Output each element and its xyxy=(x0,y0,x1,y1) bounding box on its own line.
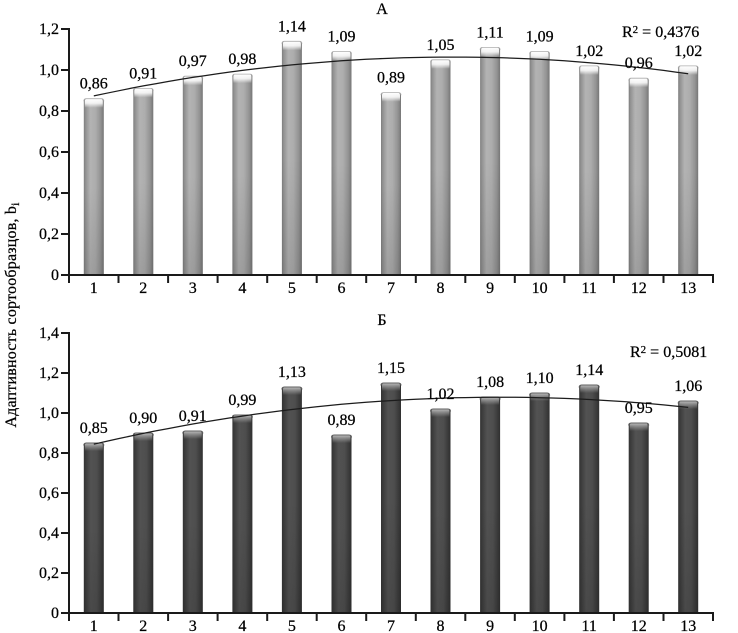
svg-text:0,96: 0,96 xyxy=(625,55,653,72)
svg-text:9: 9 xyxy=(486,618,494,633)
svg-text:0,2: 0,2 xyxy=(39,565,59,582)
svg-text:А: А xyxy=(376,1,388,18)
svg-text:R2 = 0,5081: R2 = 0,5081 xyxy=(630,344,707,361)
svg-text:13: 13 xyxy=(680,280,696,297)
svg-text:13: 13 xyxy=(680,618,696,633)
svg-text:Адаптивность сортообразцов, bi: Адаптивность сортообразцов, bi xyxy=(3,202,22,428)
svg-text:1,15: 1,15 xyxy=(377,360,405,377)
svg-text:6: 6 xyxy=(338,280,346,297)
svg-text:0,8: 0,8 xyxy=(39,103,59,120)
svg-text:0,6: 0,6 xyxy=(39,144,59,161)
svg-text:1,2: 1,2 xyxy=(39,21,59,38)
svg-text:1,08: 1,08 xyxy=(476,374,504,391)
svg-text:1,02: 1,02 xyxy=(674,43,702,60)
svg-text:2: 2 xyxy=(139,618,147,633)
svg-text:12: 12 xyxy=(631,618,647,633)
svg-text:5: 5 xyxy=(288,280,296,297)
svg-text:0,2: 0,2 xyxy=(39,226,59,243)
svg-text:0,91: 0,91 xyxy=(129,65,157,82)
svg-text:0,99: 0,99 xyxy=(228,392,256,409)
svg-text:1,0: 1,0 xyxy=(39,405,59,422)
svg-text:11: 11 xyxy=(581,280,596,297)
svg-text:1,02: 1,02 xyxy=(427,386,455,403)
svg-text:0,97: 0,97 xyxy=(179,53,207,70)
svg-text:3: 3 xyxy=(189,618,197,633)
svg-text:0,85: 0,85 xyxy=(80,420,108,437)
svg-text:12: 12 xyxy=(631,280,647,297)
svg-text:10: 10 xyxy=(532,618,548,633)
svg-text:Б: Б xyxy=(377,312,386,329)
svg-text:1,14: 1,14 xyxy=(575,362,603,379)
svg-text:4: 4 xyxy=(238,280,246,297)
svg-text:1,10: 1,10 xyxy=(526,370,554,387)
svg-text:1: 1 xyxy=(90,280,98,297)
svg-text:0,90: 0,90 xyxy=(129,410,157,427)
svg-text:8: 8 xyxy=(437,618,445,633)
svg-text:0,95: 0,95 xyxy=(625,400,653,417)
svg-text:1,05: 1,05 xyxy=(427,37,455,54)
svg-text:1,14: 1,14 xyxy=(278,18,306,35)
svg-text:0,89: 0,89 xyxy=(328,412,356,429)
svg-text:1,0: 1,0 xyxy=(39,62,59,79)
svg-text:1,09: 1,09 xyxy=(526,29,554,46)
svg-text:0,6: 0,6 xyxy=(39,485,59,502)
svg-text:2: 2 xyxy=(139,280,147,297)
svg-text:0,4: 0,4 xyxy=(39,185,59,202)
svg-text:1,4: 1,4 xyxy=(39,325,59,342)
svg-text:1,11: 1,11 xyxy=(476,24,503,41)
svg-text:6: 6 xyxy=(338,618,346,633)
svg-text:7: 7 xyxy=(387,618,395,633)
svg-text:1: 1 xyxy=(90,618,98,633)
svg-text:5: 5 xyxy=(288,618,296,633)
svg-text:8: 8 xyxy=(437,280,445,297)
svg-text:11: 11 xyxy=(581,618,596,633)
svg-text:0,89: 0,89 xyxy=(377,70,405,87)
svg-text:4: 4 xyxy=(238,618,246,633)
svg-text:7: 7 xyxy=(387,280,395,297)
svg-text:0: 0 xyxy=(51,267,59,284)
svg-text:0,8: 0,8 xyxy=(39,445,59,462)
svg-text:0,86: 0,86 xyxy=(80,76,108,93)
svg-text:0,98: 0,98 xyxy=(228,51,256,68)
svg-text:0: 0 xyxy=(51,605,59,622)
svg-text:1,09: 1,09 xyxy=(328,29,356,46)
svg-text:R2 = 0,4376: R2 = 0,4376 xyxy=(622,24,699,41)
svg-text:0,91: 0,91 xyxy=(179,408,207,425)
svg-text:1,2: 1,2 xyxy=(39,365,59,382)
svg-text:3: 3 xyxy=(189,280,197,297)
svg-text:1,13: 1,13 xyxy=(278,364,306,381)
svg-text:1,02: 1,02 xyxy=(575,43,603,60)
svg-text:1,06: 1,06 xyxy=(674,378,702,395)
svg-text:0,4: 0,4 xyxy=(39,525,59,542)
svg-text:9: 9 xyxy=(486,280,494,297)
svg-text:10: 10 xyxy=(532,280,548,297)
